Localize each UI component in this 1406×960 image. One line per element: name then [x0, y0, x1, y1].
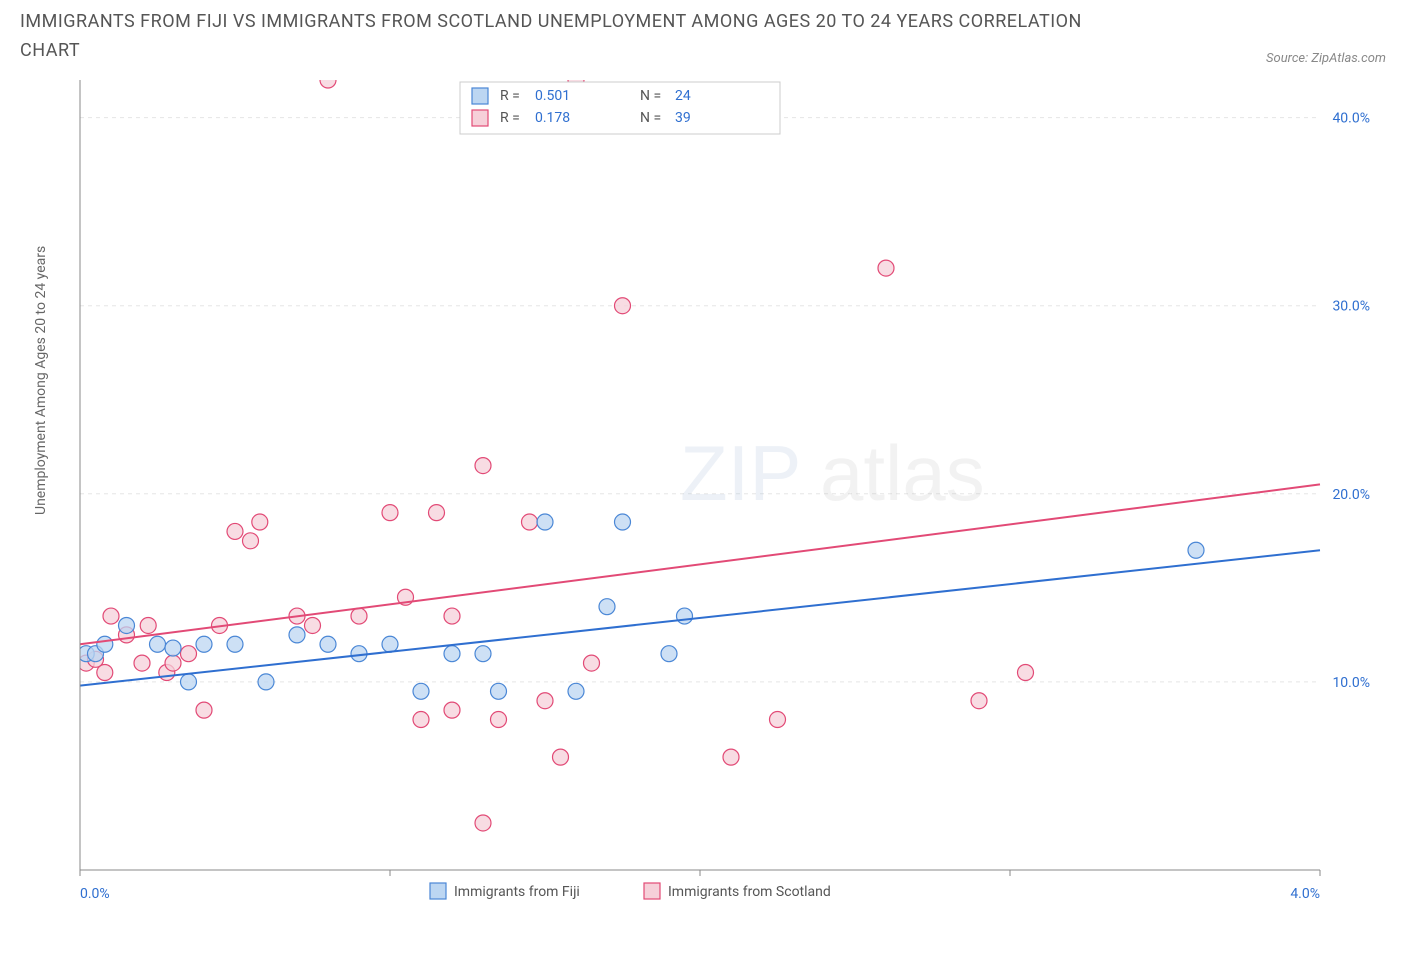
y-tick-label: 10.0% [1332, 674, 1370, 690]
data-point [181, 645, 197, 661]
stat-n-value: 24 [675, 88, 691, 104]
legend-swatch [430, 883, 446, 899]
data-point [320, 636, 336, 652]
stat-n-value: 39 [675, 110, 691, 126]
data-point [165, 655, 181, 671]
chart-canvas: ZIPatlas0.0%4.0%10.0%20.0%30.0%40.0%Unem… [20, 70, 1386, 940]
data-point [258, 673, 274, 689]
data-point [196, 636, 212, 652]
data-point [289, 626, 305, 642]
data-point [537, 514, 553, 530]
data-point [615, 297, 631, 313]
data-point [227, 636, 243, 652]
data-point [615, 514, 631, 530]
data-point [537, 692, 553, 708]
data-point [119, 617, 135, 633]
data-point [382, 504, 398, 520]
data-point [351, 608, 367, 624]
y-tick-label: 20.0% [1332, 486, 1370, 502]
source-attribution: Source: ZipAtlas.com [1266, 51, 1386, 66]
data-point [413, 683, 429, 699]
scatter-chart: ZIPatlas0.0%4.0%10.0%20.0%30.0%40.0%Unem… [20, 70, 1386, 940]
data-point [243, 532, 259, 548]
y-axis-title: Unemployment Among Ages 20 to 24 years [33, 245, 49, 514]
data-point [522, 514, 538, 530]
data-point [150, 636, 166, 652]
data-point [413, 711, 429, 727]
chart-header: IMMIGRANTS FROM FIJI VS IMMIGRANTS FROM … [20, 8, 1386, 66]
data-point [444, 645, 460, 661]
y-tick-label: 30.0% [1332, 298, 1370, 314]
data-point [140, 617, 156, 633]
stat-n-label: N = [640, 110, 661, 126]
data-point [165, 640, 181, 656]
x-tick-label: 0.0% [80, 886, 110, 902]
data-point [97, 636, 113, 652]
data-point [878, 260, 894, 276]
data-point [475, 815, 491, 831]
data-point [429, 504, 445, 520]
data-point [196, 702, 212, 718]
data-point [1188, 542, 1204, 558]
data-point [770, 711, 786, 727]
data-point [227, 523, 243, 539]
stat-r-value: 0.501 [535, 88, 570, 104]
legend-swatch [472, 88, 488, 104]
stat-r-value: 0.178 [535, 110, 570, 126]
data-point [491, 711, 507, 727]
x-tick-label: 4.0% [1290, 886, 1320, 902]
data-point [491, 683, 507, 699]
stat-n-label: N = [640, 88, 661, 104]
data-point [553, 749, 569, 765]
data-point [723, 749, 739, 765]
data-point [584, 655, 600, 671]
y-tick-label: 40.0% [1332, 110, 1370, 126]
data-point [1018, 664, 1034, 680]
data-point [382, 636, 398, 652]
data-point [661, 645, 677, 661]
legend-swatch [644, 883, 660, 899]
data-point [252, 514, 268, 530]
data-point [599, 598, 615, 614]
data-point [971, 692, 987, 708]
data-point [134, 655, 150, 671]
data-point [568, 683, 584, 699]
data-point [103, 608, 119, 624]
stat-r-label: R = [500, 110, 520, 126]
data-point [305, 617, 321, 633]
data-point [444, 608, 460, 624]
data-point [444, 702, 460, 718]
data-point [97, 664, 113, 680]
data-point [677, 608, 693, 624]
stat-r-label: R = [500, 88, 520, 104]
data-point [475, 645, 491, 661]
plot-background [20, 70, 1386, 940]
legend-label: Immigrants from Fiji [454, 884, 580, 900]
chart-title: IMMIGRANTS FROM FIJI VS IMMIGRANTS FROM … [20, 8, 1120, 66]
data-point [181, 673, 197, 689]
data-point [475, 457, 491, 473]
legend-swatch [472, 110, 488, 126]
legend-label: Immigrants from Scotland [668, 884, 831, 900]
